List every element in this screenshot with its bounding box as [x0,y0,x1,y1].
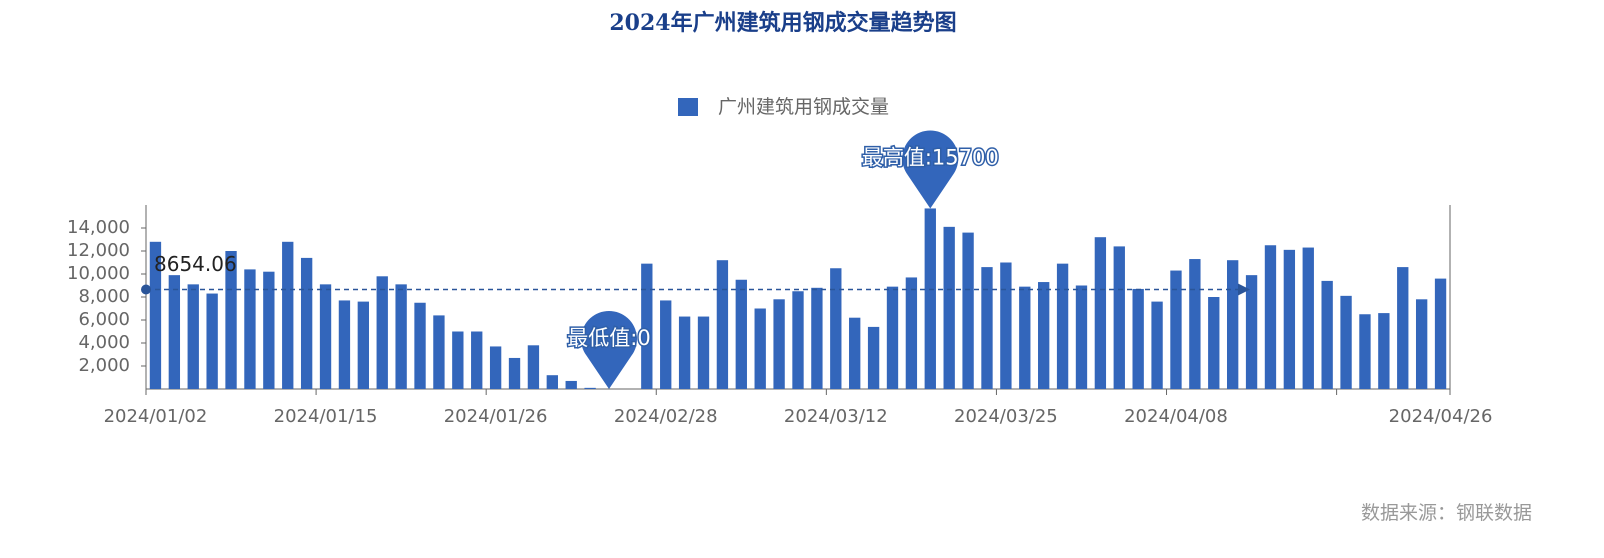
x-tick-label: 2024/04/26 [1389,406,1493,427]
bar [943,226,955,389]
bar [1208,297,1220,389]
bar [1321,280,1333,389]
bar [1415,299,1428,389]
bar [660,300,672,389]
bar [1359,314,1371,389]
source-note: 数据来源：钢联数据 [1361,502,1532,524]
y-tick-label: 14,000 [67,217,130,238]
bar [527,345,540,389]
max-label: 最高值:15700 [862,145,999,169]
y-tick-label: 12,000 [67,240,130,261]
bar [716,260,729,389]
bar [225,251,237,389]
bar [395,284,407,389]
x-tick-label: 2024/03/12 [784,406,888,427]
bar [735,279,747,389]
x-tick-label: 2024/03/25 [954,406,1058,427]
bar [981,267,993,389]
bar [1245,275,1258,389]
y-tick-label: 2,000 [78,355,130,376]
bar [1056,263,1069,389]
bar [584,387,596,389]
bar [1264,245,1277,389]
legend-swatch [678,98,698,116]
bar [754,308,766,389]
bar [376,276,388,389]
bar [168,275,181,389]
bar [924,208,936,389]
bar [811,287,823,389]
bar [886,286,899,389]
bar [471,331,483,389]
x-tick-label: 2024/01/02 [104,406,208,427]
bar [1397,267,1409,389]
bar [1019,286,1031,389]
x-tick-label: 2024/04/08 [1124,406,1228,427]
bar [357,301,370,389]
bar [338,300,351,389]
chart-title: 2024年广州建筑用钢成交量趋势图 [609,10,956,36]
bar [1283,249,1296,389]
bar [565,380,577,389]
bar [244,269,256,389]
bar [962,232,974,389]
average-label: 8654.06 [154,252,237,276]
bar [149,241,162,389]
average-arrow [1238,283,1250,296]
bar [1038,282,1050,389]
bar [319,284,332,389]
average-start [141,284,151,295]
bar [1113,246,1125,389]
bar [1151,301,1163,389]
bar [433,315,445,389]
bar [1132,288,1144,389]
legend-label[interactable]: 广州建筑用钢成交量 [718,96,889,118]
y-tick-label: 4,000 [78,332,130,353]
bar [1170,270,1182,389]
bar [489,346,502,389]
bar [452,331,464,389]
bar [641,263,653,389]
bar [1094,237,1107,389]
bar [697,316,710,389]
bar [508,357,521,389]
bar [1226,260,1239,389]
y-tick-label: 6,000 [78,309,130,330]
bar [1075,285,1088,389]
bar [546,375,558,389]
x-tick-label: 2024/02/28 [614,406,718,427]
bar [300,257,313,389]
min-label: 最低值:0 [567,326,650,350]
bar [867,326,880,389]
y-tick-label: 10,000 [67,263,130,284]
bar [263,271,275,389]
x-tick-label: 2024/01/26 [444,406,548,427]
bar [773,299,785,389]
bar [1340,295,1352,389]
bar [414,302,426,389]
bar [1000,262,1012,389]
bar [282,241,294,389]
bar [905,277,918,389]
bar [1434,278,1447,389]
bar [1302,247,1314,389]
bar [849,317,861,389]
x-tick-label: 2024/01/15 [274,406,378,427]
bar [678,316,691,389]
bar [206,293,218,389]
bar [1189,259,1201,389]
bar [1378,313,1390,389]
min-pin [581,310,638,389]
bar [792,291,804,389]
bar [830,268,842,389]
max-pin [902,130,959,209]
bar [187,284,199,389]
y-tick-label: 8,000 [78,286,130,307]
